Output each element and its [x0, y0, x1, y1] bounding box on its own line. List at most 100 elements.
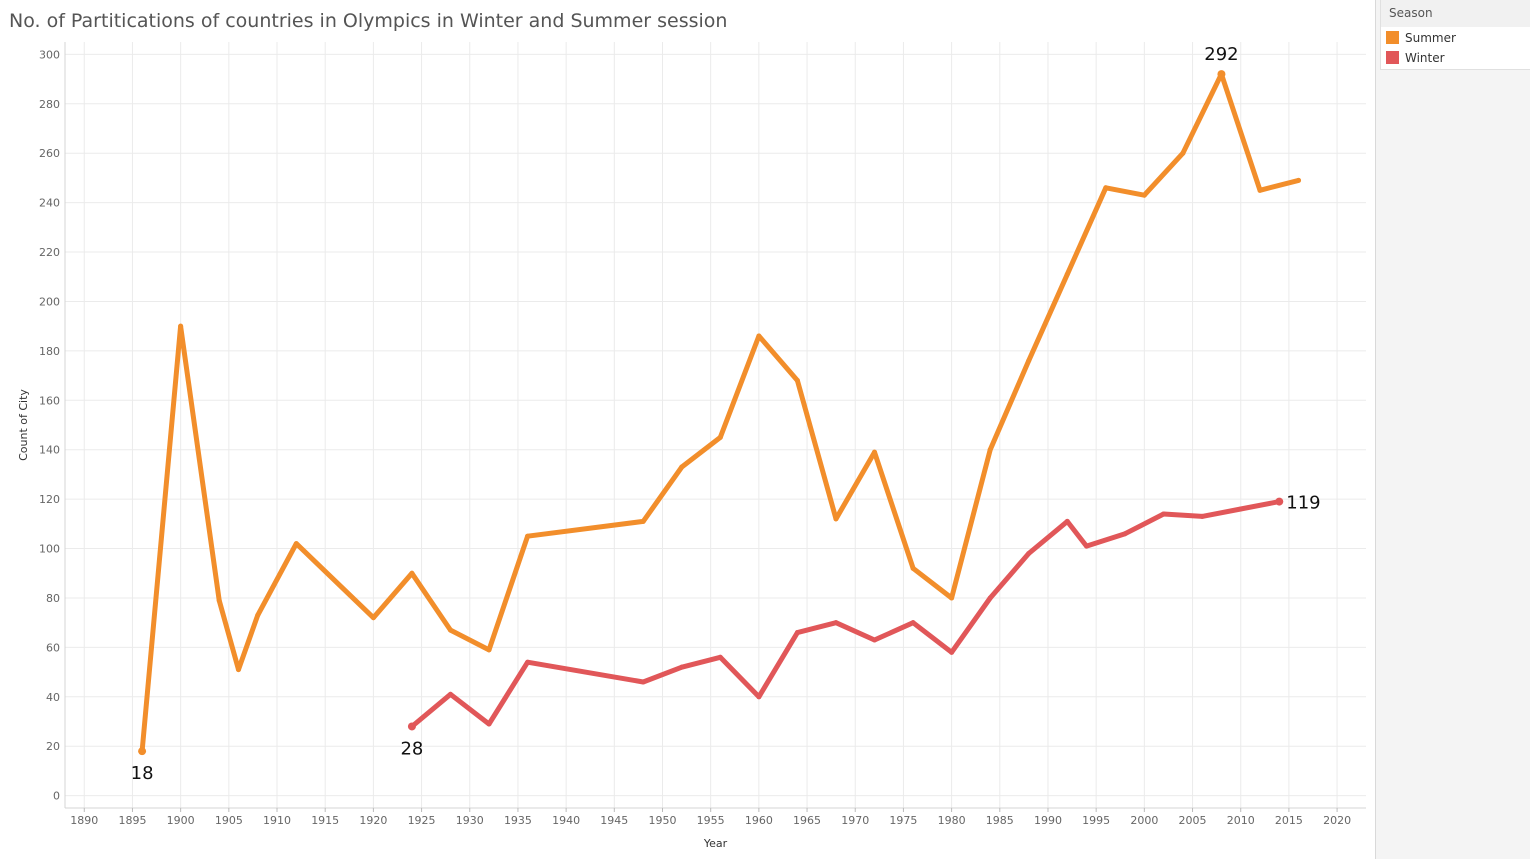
y-tick-label: 20 [46, 740, 60, 753]
data-label-winter: 119 [1286, 493, 1320, 514]
y-tick-label: 300 [39, 48, 60, 61]
data-point-summer [370, 615, 376, 621]
x-tick-label: 1985 [986, 814, 1014, 827]
data-point-winter [949, 649, 955, 655]
x-tick-label: 1960 [745, 814, 773, 827]
legend[interactable]: Season Summer Winter [1380, 0, 1530, 70]
data-point-winter [1161, 511, 1167, 517]
x-tick-label: 1990 [1034, 814, 1062, 827]
y-tick-label: 260 [39, 147, 60, 160]
data-point-summer [679, 464, 685, 470]
x-tick-label: 1910 [263, 814, 291, 827]
y-tick-label: 280 [39, 98, 60, 111]
data-point-summer [949, 595, 955, 601]
data-point-summer [255, 612, 261, 618]
data-point-summer [1026, 358, 1032, 364]
data-point-summer [409, 570, 415, 576]
x-tick-label: 1890 [70, 814, 98, 827]
data-point-winter [525, 659, 531, 665]
x-tick-label: 2015 [1275, 814, 1303, 827]
data-point-summer [1064, 271, 1070, 277]
data-point-winter [756, 694, 762, 700]
y-tick-label: 120 [39, 493, 60, 506]
series-line-summer [139, 71, 1301, 754]
data-point-winter [987, 595, 993, 601]
legend-title: Season [1389, 6, 1433, 20]
labeled-point-winter [407, 722, 416, 731]
labeled-point-summer [138, 747, 147, 756]
chart-title: No. of Partitications of countries in Ol… [9, 10, 728, 32]
y-tick-label: 160 [39, 394, 60, 407]
line-chart: 0 20 40 60 80 100 120 140 160 180 200 220 240 260 280 3… [17, 42, 1366, 850]
y-tick-label: 0 [53, 790, 60, 803]
data-point-summer [486, 647, 492, 653]
y-axis-title: Count of City [17, 389, 30, 461]
x-axis-title: Year [703, 837, 728, 850]
data-point-summer [756, 333, 762, 339]
y-tick-label: 220 [39, 246, 60, 259]
data-label-summer: 292 [1204, 44, 1238, 65]
data-point-winter [910, 620, 916, 626]
labeled-point-summer [1217, 70, 1226, 79]
y-tick-label: 100 [39, 543, 60, 556]
x-tick-label: 1930 [456, 814, 484, 827]
data-point-summer [178, 323, 184, 329]
data-point-summer [833, 516, 839, 522]
series-line-winter [409, 499, 1282, 729]
data-point-summer [640, 518, 646, 524]
data-point-winter [447, 691, 453, 697]
data-point-winter [872, 637, 878, 643]
x-tick-label: 2005 [1179, 814, 1207, 827]
legend-header [1381, 0, 1530, 27]
data-point-summer [525, 533, 531, 539]
legend-label-summer: Summer [1405, 31, 1456, 45]
x-tick-label: 1900 [167, 814, 195, 827]
x-tick-label: 1935 [504, 814, 532, 827]
y-tick-label: 240 [39, 197, 60, 210]
data-point-winter [640, 679, 646, 685]
data-point-winter [717, 654, 723, 660]
x-tick-label: 1950 [648, 814, 676, 827]
data-point-summer [1296, 177, 1302, 183]
legend-item-summer[interactable]: Summer [1386, 31, 1456, 45]
data-point-winter [1238, 506, 1244, 512]
data-point-summer [910, 565, 916, 571]
data-point-winter [679, 664, 685, 670]
data-point-summer [447, 627, 453, 633]
y-tick-label: 60 [46, 641, 60, 654]
data-point-summer [216, 597, 222, 603]
legend-item-winter[interactable]: Winter [1386, 51, 1445, 65]
x-tick-label: 1905 [215, 814, 243, 827]
data-label-summer: 18 [131, 763, 154, 784]
data-point-winter [486, 721, 492, 727]
legend-swatch-summer [1386, 31, 1399, 44]
y-tick-label: 140 [39, 444, 60, 457]
x-tick-label: 1995 [1082, 814, 1110, 827]
x-tick-label: 1925 [408, 814, 436, 827]
x-tick-label: 2020 [1323, 814, 1351, 827]
data-point-winter [833, 620, 839, 626]
data-point-winter [1064, 518, 1070, 524]
data-point-summer [1257, 187, 1263, 193]
data-point-summer [1180, 150, 1186, 156]
data-point-summer [1103, 185, 1109, 191]
y-tick-label: 80 [46, 592, 60, 605]
y-tick-label: 40 [46, 691, 60, 704]
data-point-summer [293, 541, 299, 547]
y-tick-label: 180 [39, 345, 60, 358]
data-point-winter [1026, 550, 1032, 556]
x-tick-label: 1970 [841, 814, 869, 827]
x-tick-label: 1955 [697, 814, 725, 827]
x-tick-label: 1980 [938, 814, 966, 827]
data-point-winter [1122, 531, 1128, 537]
x-tick-label: 1915 [311, 814, 339, 827]
x-tick-label: 2000 [1130, 814, 1158, 827]
y-tick-label: 200 [39, 295, 60, 308]
legend-swatch-winter [1386, 51, 1399, 64]
data-point-winter [1084, 543, 1090, 549]
data-point-summer [1141, 192, 1147, 198]
legend-label-winter: Winter [1405, 51, 1445, 65]
data-point-summer [235, 667, 241, 673]
x-tick-label: 1940 [552, 814, 580, 827]
data-point-summer [987, 447, 993, 453]
